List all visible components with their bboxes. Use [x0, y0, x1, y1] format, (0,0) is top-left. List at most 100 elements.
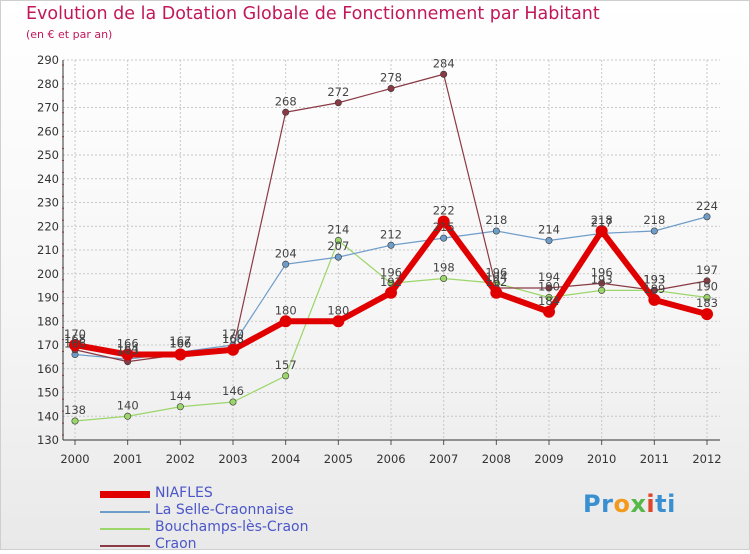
data-point-bouchamps-l-s-craon [176, 403, 184, 411]
data-label-niafles: 166 [169, 337, 191, 351]
data-point-la-selle-craonnaise [545, 237, 553, 245]
y-tick-label: 290 [37, 53, 59, 67]
y-tick-label: 210 [37, 243, 59, 257]
data-point-niafles [648, 293, 661, 306]
data-label-craon: 284 [433, 56, 455, 70]
data-point-bouchamps-l-s-craon [282, 372, 290, 380]
data-point-niafles [385, 286, 397, 299]
y-tick-label: 260 [37, 124, 59, 138]
data-point-niafles [490, 286, 503, 299]
data-label-niafles: 168 [222, 332, 244, 346]
data-label-la-selle-craonnaise: 164 [117, 341, 139, 355]
data-label-bouchamps-l-s-craon: 146 [222, 384, 244, 398]
data-point-niafles [332, 315, 345, 328]
data-point-bouchamps-l-s-craon [229, 398, 237, 406]
data-point-bouchamps-l-s-craon [703, 293, 711, 301]
y-tick-label: 170 [37, 338, 59, 352]
y-tick-label: 270 [37, 101, 59, 115]
data-point-bouchamps-l-s-craon [71, 417, 79, 425]
data-label-la-selle-craonnaise: 218 [485, 213, 507, 227]
data-label-niafles: 170 [64, 327, 86, 341]
axes: 130 140 150 160 170 180 190 200 210 220 230 240 250 2… [37, 53, 722, 466]
data-label-bouchamps-l-s-craon: 193 [591, 272, 613, 286]
data-label-niafles: 180 [327, 303, 349, 317]
y-tick-label: 220 [37, 219, 59, 233]
x-tick-label: 2008 [482, 452, 511, 466]
x-tick-label: 2010 [587, 452, 616, 466]
data-label-craon: 168 [222, 332, 244, 346]
data-label-craon: 194 [538, 270, 560, 284]
data-point-la-selle-craonnaise [440, 234, 448, 242]
data-label-craon: 166 [169, 337, 191, 351]
data-point-bouchamps-l-s-craon [334, 237, 342, 245]
data-point-niafles [701, 308, 713, 321]
y-tick-label: 250 [37, 148, 59, 162]
data-label-la-selle-craonnaise: 207 [327, 239, 349, 253]
data-label-la-selle-craonnaise: 204 [275, 246, 297, 260]
data-label-bouchamps-l-s-craon: 157 [275, 358, 297, 372]
data-point-bouchamps-l-s-craon [124, 412, 132, 420]
y-tick-label: 140 [37, 409, 59, 423]
data-label-niafles: 184 [538, 294, 560, 308]
data-point-niafles [174, 348, 187, 361]
data-point-bouchamps-l-s-craon [440, 274, 448, 282]
data-point-craon [650, 286, 658, 294]
x-tick-label: 2000 [60, 452, 89, 466]
data-point-niafles [437, 215, 450, 228]
data-label-la-selle-craonnaise: 218 [643, 213, 665, 227]
data-label-la-selle-craonnaise: 214 [538, 223, 560, 237]
x-tick-label: 2012 [692, 452, 721, 466]
data-point-la-selle-craonnaise [334, 253, 342, 261]
data-point-niafles [279, 315, 292, 328]
data-label-bouchamps-l-s-craon: 196 [380, 265, 402, 279]
data-label-niafles: 222 [433, 204, 455, 218]
data-label-craon: 268 [275, 94, 297, 108]
data-point-la-selle-craonnaise [703, 213, 711, 221]
chart-title: Evolution de la Dotation Globale de Fonc… [26, 4, 600, 24]
data-point-craon [545, 284, 553, 292]
data-label-craon: 278 [380, 71, 402, 85]
data-label-niafles: 218 [591, 213, 613, 227]
y-tick-label: 240 [37, 172, 59, 186]
data-label-craon: 197 [696, 263, 718, 277]
data-label-niafles: 189 [643, 282, 665, 296]
y-tick-label: 280 [37, 77, 59, 91]
data-label-craon: 168 [64, 332, 86, 346]
y-tick-label: 160 [37, 362, 59, 376]
data-point-niafles [227, 343, 239, 356]
legend-label: La Selle-Craonnaise [155, 502, 294, 518]
x-tick-label: 2003 [218, 452, 247, 466]
data-label-niafles: 166 [117, 337, 139, 351]
data-label-bouchamps-l-s-craon: 140 [117, 398, 139, 412]
data-label-niafles: 192 [380, 275, 402, 289]
x-tick-label: 2009 [534, 452, 563, 466]
x-tick-label: 2002 [166, 452, 195, 466]
data-label-la-selle-craonnaise: 167 [169, 334, 191, 348]
data-point-craon [703, 277, 711, 285]
y-tick-label: 130 [37, 433, 59, 447]
data-label-craon: 163 [117, 344, 139, 358]
data-point-niafles [595, 225, 608, 237]
legend-swatch [100, 491, 150, 498]
data-point-niafles [543, 305, 555, 318]
data-label-la-selle-craonnaise: 224 [696, 199, 718, 213]
data-label-bouchamps-l-s-craon: 144 [169, 389, 191, 403]
data-label-la-selle-craonnaise: 217 [591, 215, 613, 229]
x-tick-label: 2007 [429, 452, 458, 466]
data-point-craon [387, 85, 395, 93]
data-label-bouchamps-l-s-craon: 138 [64, 403, 86, 417]
data-label-la-selle-craonnaise: 215 [433, 220, 455, 234]
data-point-craon [598, 279, 606, 287]
data-label-craon: 272 [327, 85, 349, 99]
data-label-la-selle-craonnaise: 170 [222, 327, 244, 341]
data-point-la-selle-craonnaise [387, 241, 395, 249]
data-label-la-selle-craonnaise: 212 [380, 227, 402, 241]
x-tick-label: 2011 [640, 452, 669, 466]
data-label-bouchamps-l-s-craon: 198 [433, 261, 455, 275]
data-point-niafles [69, 339, 81, 351]
x-tick-label: 2005 [324, 452, 353, 466]
data-label-niafles: 192 [485, 275, 507, 289]
